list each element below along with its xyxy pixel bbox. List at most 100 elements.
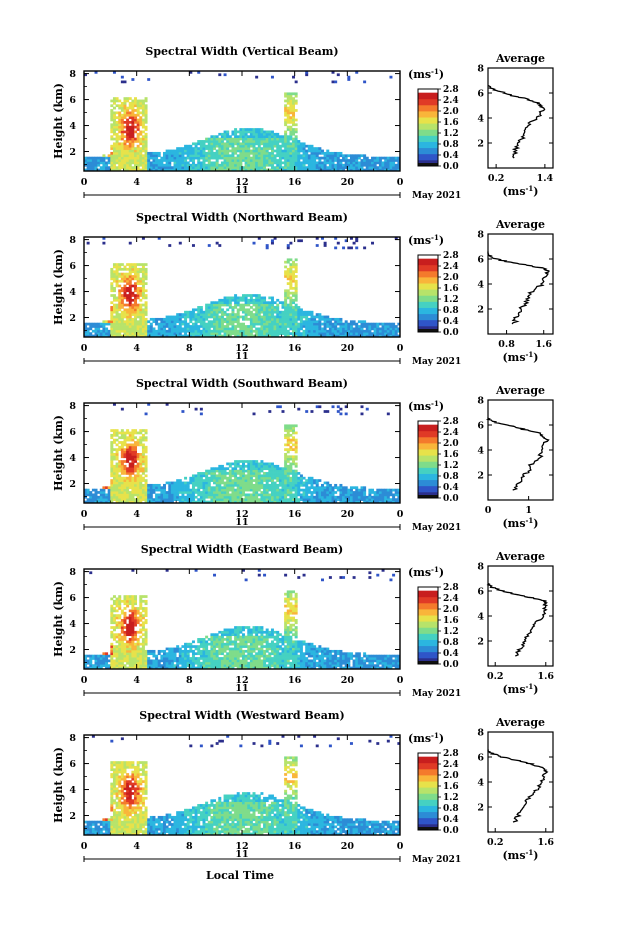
heatmap-cell bbox=[363, 325, 367, 328]
heatmap-cell bbox=[202, 154, 206, 158]
heatmap-cell bbox=[310, 154, 314, 158]
heatmap-cell bbox=[376, 334, 380, 338]
heatmap-cell bbox=[252, 462, 256, 466]
heatmap-cell bbox=[105, 661, 109, 665]
heatmap-cell bbox=[102, 166, 106, 169]
heatmap-cell bbox=[289, 166, 293, 169]
heatmap-cell bbox=[328, 322, 332, 326]
heatmap-cell bbox=[118, 272, 122, 276]
heatmap-cell bbox=[289, 325, 293, 328]
heatmap-cell bbox=[199, 322, 203, 326]
heatmap-cell bbox=[270, 479, 274, 482]
heatmap-cell bbox=[128, 313, 132, 316]
heatmap-cell bbox=[247, 481, 251, 485]
heatmap-cell bbox=[86, 659, 90, 663]
heatmap-cell bbox=[339, 317, 343, 321]
heatmap-cell bbox=[270, 317, 274, 321]
heatmap-cell bbox=[147, 327, 151, 331]
heatmap-cell bbox=[270, 320, 274, 324]
heatmap-cell bbox=[105, 500, 109, 504]
heatmap-cell bbox=[318, 334, 322, 338]
heatmap-cell bbox=[126, 263, 130, 266]
heatmap-cell bbox=[294, 472, 298, 475]
heatmap-cell bbox=[139, 101, 143, 105]
heatmap-cell bbox=[321, 495, 324, 499]
heatmap-cell bbox=[223, 498, 227, 501]
heatmap-cell bbox=[220, 500, 224, 504]
heatmap-cell bbox=[181, 491, 185, 494]
heatmap-cell bbox=[144, 147, 148, 150]
heatmap-cell bbox=[226, 298, 230, 302]
heatmap-cell bbox=[255, 460, 259, 463]
heatmap-cell bbox=[294, 310, 298, 314]
heatmap-cell bbox=[286, 472, 290, 475]
heatmap-cell bbox=[389, 327, 393, 331]
heatmap-cell bbox=[205, 493, 209, 497]
heatmap-cell bbox=[218, 151, 222, 155]
heatmap-cell bbox=[194, 151, 198, 155]
heatmap-cell bbox=[218, 142, 222, 146]
heatmap-cell bbox=[297, 156, 301, 160]
heatmap-cell bbox=[141, 329, 145, 333]
heatmap-cell bbox=[231, 142, 235, 146]
x-tick-label: 0 bbox=[397, 343, 404, 354]
heatmap-cell bbox=[286, 272, 290, 276]
heatmap-cell bbox=[139, 455, 143, 459]
heatmap-cell bbox=[386, 163, 390, 167]
heatmap-cell bbox=[273, 315, 277, 319]
heatmap-cell bbox=[344, 163, 348, 167]
heatmap-cell bbox=[134, 443, 138, 447]
heatmap-cell bbox=[289, 97, 293, 100]
heatmap-cell bbox=[131, 118, 135, 122]
heatmap-cell bbox=[299, 327, 303, 331]
heatmap-cell bbox=[105, 334, 109, 338]
heatmap-cell bbox=[386, 332, 390, 335]
heatmap-cell bbox=[131, 113, 135, 117]
heatmap-cell bbox=[289, 156, 293, 160]
heatmap-cell bbox=[368, 159, 372, 162]
heatmap-cell bbox=[321, 156, 324, 160]
heatmap-cell bbox=[128, 450, 132, 454]
heatmap-cell bbox=[265, 147, 269, 150]
heatmap-cell bbox=[141, 308, 145, 312]
heatmap-cell bbox=[223, 130, 227, 134]
heatmap-cell bbox=[120, 263, 124, 266]
heatmap-cell bbox=[141, 491, 145, 494]
heatmap-cell bbox=[118, 111, 122, 115]
heatmap-cell bbox=[126, 151, 130, 155]
heatmap-cell bbox=[128, 135, 132, 139]
heatmap-cell bbox=[281, 156, 285, 160]
heatmap-cell bbox=[139, 481, 143, 485]
heatmap-cell bbox=[141, 460, 145, 463]
heatmap-cell bbox=[144, 320, 148, 324]
heatmap-cell bbox=[152, 491, 156, 494]
heatmap-cell bbox=[134, 154, 138, 158]
heatmap-cell bbox=[115, 116, 119, 119]
heatmap-cell bbox=[315, 488, 319, 492]
heatmap-cell bbox=[207, 306, 211, 309]
heatmap-cell bbox=[278, 161, 282, 165]
heatmap-cell bbox=[239, 163, 243, 167]
heatmap-cell bbox=[149, 322, 153, 326]
heatmap-cell bbox=[323, 327, 327, 331]
heatmap-cell bbox=[120, 441, 124, 444]
heatmap-cell bbox=[260, 317, 264, 321]
heatmap-cell bbox=[99, 334, 103, 338]
heatmap-cell bbox=[289, 301, 293, 305]
heatmap-cell bbox=[168, 161, 172, 165]
heatmap-cell bbox=[310, 144, 314, 148]
heatmap-cell bbox=[186, 144, 190, 148]
heatmap-cell bbox=[249, 462, 253, 466]
heatmap-cell bbox=[120, 498, 124, 501]
heatmap-cell bbox=[323, 500, 327, 504]
heatmap-cell bbox=[105, 659, 109, 663]
heatmap-cell bbox=[128, 431, 132, 435]
heatmap-cell bbox=[244, 493, 248, 497]
heatmap-cell bbox=[123, 483, 127, 487]
heatmap-cell bbox=[242, 166, 245, 169]
heatmap-cell bbox=[302, 313, 306, 316]
heatmap-cell bbox=[136, 457, 140, 461]
heatmap-cell bbox=[191, 500, 195, 504]
heatmap-cell bbox=[273, 159, 277, 162]
heatmap-cell bbox=[394, 163, 398, 167]
